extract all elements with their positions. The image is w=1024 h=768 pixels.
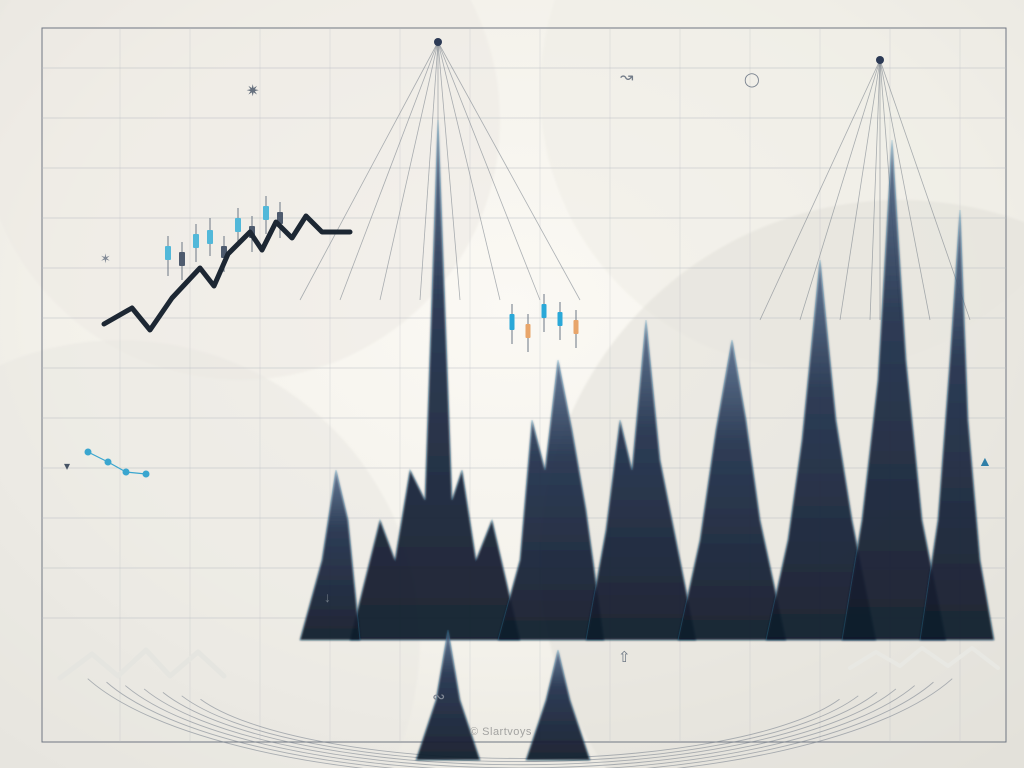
grid-layer — [0, 0, 1024, 768]
infinity-icon: ∾ — [432, 690, 445, 706]
triangle-marker-icon: ▲ — [978, 454, 992, 468]
spark-icon: ✶ — [100, 252, 111, 265]
up-arrow-icon: ⇧ — [618, 650, 631, 665]
watermark-text: © Slartvoys — [470, 726, 532, 738]
down-arrow-icon: ↓ — [324, 590, 331, 604]
chart-canvas: ✷ ↝ ◯ ✶ ↓ ⇧ ∾ ▲ ▾ © Slartvoys — [0, 0, 1024, 768]
circle-icon: ◯ — [744, 72, 760, 86]
wavy-arrow-icon: ↝ — [620, 70, 633, 86]
background-layer — [0, 0, 1024, 768]
tiny-down-icon: ▾ — [64, 460, 70, 472]
geometry-layer — [0, 0, 1024, 768]
sparkle-icon: ✷ — [246, 84, 259, 100]
